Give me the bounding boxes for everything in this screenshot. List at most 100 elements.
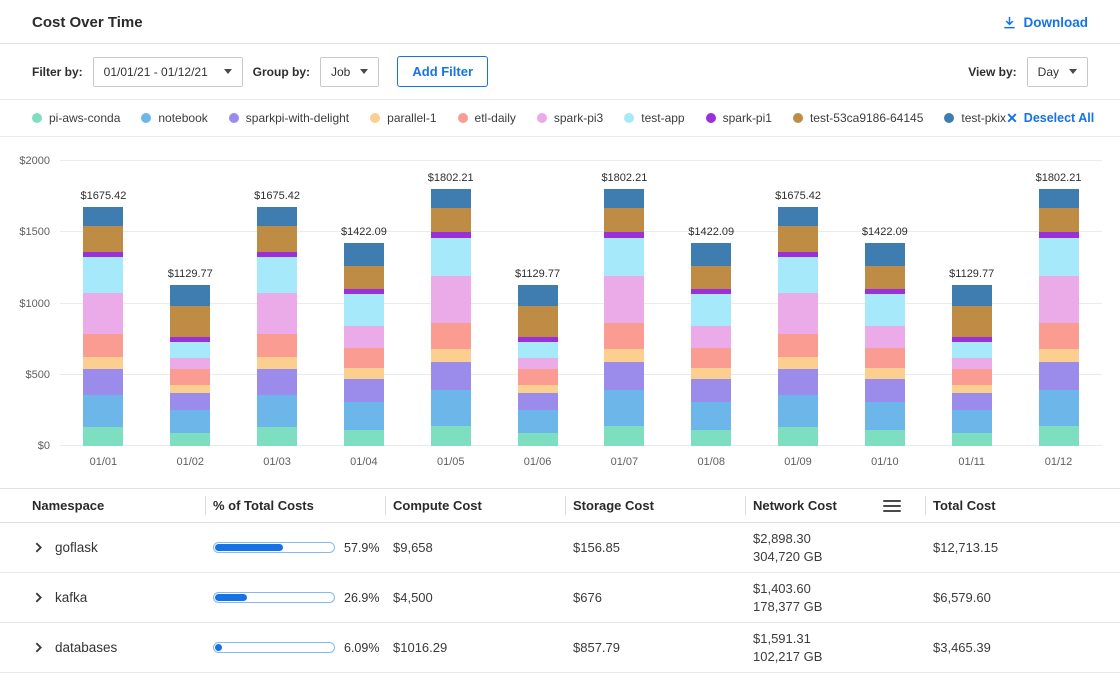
bar-segment-spark-pi3[interactable]: [83, 293, 123, 334]
bar-segment-test-app[interactable]: [344, 294, 384, 325]
view-by-select[interactable]: Day: [1027, 57, 1088, 87]
legend-item-etl-daily[interactable]: etl-daily: [458, 111, 516, 125]
bar-segment-pi-aws-conda[interactable]: [865, 430, 905, 446]
bar-segment-test-app[interactable]: [691, 294, 731, 325]
bar-segment-etl-daily[interactable]: [431, 323, 471, 349]
bar-segment-notebook[interactable]: [1039, 390, 1079, 426]
bar-segment-parallel-1[interactable]: [518, 385, 558, 394]
bar-segment-test-app[interactable]: [170, 342, 210, 358]
bar-segment-pi-aws-conda[interactable]: [257, 427, 297, 446]
bar-segment-parallel-1[interactable]: [1039, 349, 1079, 362]
bar-segment-parallel-1[interactable]: [344, 368, 384, 379]
bar-segment-parallel-1[interactable]: [257, 357, 297, 369]
bar-segment-test-pkix[interactable]: [691, 243, 731, 265]
bar-segment-notebook[interactable]: [691, 402, 731, 431]
col-percent-total[interactable]: % of Total Costs: [205, 489, 385, 522]
stacked-bar-01/02[interactable]: [170, 285, 210, 446]
bar-segment-etl-daily[interactable]: [778, 334, 818, 357]
legend-item-test-pkix[interactable]: test-pkix: [944, 111, 1006, 125]
col-total-cost[interactable]: Total Cost: [925, 489, 1120, 522]
legend-item-pi-aws-conda[interactable]: pi-aws-conda: [32, 111, 120, 125]
bar-segment-test-app[interactable]: [604, 238, 644, 276]
bar-segment-pi-aws-conda[interactable]: [952, 433, 992, 446]
bar-segment-spark-pi3[interactable]: [865, 326, 905, 349]
bar-segment-etl-daily[interactable]: [865, 348, 905, 368]
bar-segment-test-53ca9186-64145[interactable]: [865, 266, 905, 289]
bar-segment-pi-aws-conda[interactable]: [344, 430, 384, 446]
col-compute-cost[interactable]: Compute Cost: [385, 489, 565, 522]
bar-segment-parallel-1[interactable]: [691, 368, 731, 379]
col-storage-cost[interactable]: Storage Cost: [565, 489, 745, 522]
bar-segment-sparkpi-with-delight[interactable]: [604, 362, 644, 391]
legend-item-spark-pi1[interactable]: spark-pi1: [706, 111, 772, 125]
legend-item-parallel-1[interactable]: parallel-1: [370, 111, 436, 125]
bar-segment-test-app[interactable]: [83, 257, 123, 293]
bar-segment-pi-aws-conda[interactable]: [1039, 426, 1079, 446]
bar-segment-pi-aws-conda[interactable]: [431, 426, 471, 446]
bar-segment-test-53ca9186-64145[interactable]: [691, 266, 731, 289]
bar-segment-test-53ca9186-64145[interactable]: [952, 306, 992, 337]
group-by-select[interactable]: Job: [320, 57, 379, 87]
bar-segment-sparkpi-with-delight[interactable]: [952, 393, 992, 410]
bar-segment-test-pkix[interactable]: [518, 285, 558, 306]
bar-segment-spark-pi3[interactable]: [604, 276, 644, 323]
add-filter-button[interactable]: Add Filter: [397, 56, 488, 87]
stacked-bar-01/12[interactable]: [1039, 189, 1079, 446]
bar-segment-test-app[interactable]: [431, 238, 471, 276]
bar-segment-test-53ca9186-64145[interactable]: [83, 226, 123, 252]
bar-segment-spark-pi3[interactable]: [952, 358, 992, 369]
bar-segment-parallel-1[interactable]: [865, 368, 905, 379]
bar-segment-spark-pi3[interactable]: [257, 293, 297, 334]
bar-segment-sparkpi-with-delight[interactable]: [518, 393, 558, 410]
stacked-bar-01/10[interactable]: [865, 243, 905, 446]
bar-segment-spark-pi3[interactable]: [691, 326, 731, 349]
bar-segment-notebook[interactable]: [518, 410, 558, 433]
legend-item-sparkpi-with-delight[interactable]: sparkpi-with-delight: [229, 111, 349, 125]
bar-segment-test-53ca9186-64145[interactable]: [170, 306, 210, 337]
bar-segment-etl-daily[interactable]: [518, 369, 558, 385]
bar-segment-pi-aws-conda[interactable]: [170, 433, 210, 446]
bar-segment-test-pkix[interactable]: [170, 285, 210, 306]
bar-segment-spark-pi3[interactable]: [1039, 276, 1079, 323]
legend-item-test-53ca9186-64145[interactable]: test-53ca9186-64145: [793, 111, 923, 125]
col-network-cost[interactable]: Network Cost: [745, 489, 925, 522]
bar-segment-test-app[interactable]: [518, 342, 558, 358]
stacked-bar-01/01[interactable]: [83, 207, 123, 446]
bar-segment-etl-daily[interactable]: [604, 323, 644, 349]
stacked-bar-01/07[interactable]: [604, 189, 644, 446]
stacked-bar-01/09[interactable]: [778, 207, 818, 446]
bar-segment-etl-daily[interactable]: [691, 348, 731, 368]
bar-segment-test-53ca9186-64145[interactable]: [431, 208, 471, 232]
legend-item-spark-pi3[interactable]: spark-pi3: [537, 111, 603, 125]
bar-segment-notebook[interactable]: [604, 390, 644, 426]
bar-segment-test-app[interactable]: [865, 294, 905, 325]
download-button[interactable]: Download: [1002, 15, 1089, 30]
bar-segment-sparkpi-with-delight[interactable]: [1039, 362, 1079, 391]
bar-segment-spark-pi3[interactable]: [170, 358, 210, 369]
bar-segment-test-pkix[interactable]: [1039, 189, 1079, 208]
legend-item-notebook[interactable]: notebook: [141, 111, 207, 125]
stacked-bar-01/06[interactable]: [518, 285, 558, 446]
bar-segment-spark-pi3[interactable]: [518, 358, 558, 369]
date-range-select[interactable]: 01/01/21 - 01/12/21: [93, 57, 243, 87]
bar-segment-sparkpi-with-delight[interactable]: [83, 369, 123, 395]
bar-segment-notebook[interactable]: [952, 410, 992, 433]
bar-segment-sparkpi-with-delight[interactable]: [431, 362, 471, 391]
bar-segment-test-pkix[interactable]: [952, 285, 992, 306]
stacked-bar-01/08[interactable]: [691, 243, 731, 446]
bar-segment-pi-aws-conda[interactable]: [691, 430, 731, 446]
bar-segment-notebook[interactable]: [83, 395, 123, 428]
bar-segment-notebook[interactable]: [431, 390, 471, 426]
bar-segment-spark-pi3[interactable]: [344, 326, 384, 349]
bar-segment-spark-pi3[interactable]: [431, 276, 471, 323]
bar-segment-test-pkix[interactable]: [778, 207, 818, 226]
bar-segment-test-53ca9186-64145[interactable]: [778, 226, 818, 252]
bar-segment-parallel-1[interactable]: [952, 385, 992, 394]
bar-segment-etl-daily[interactable]: [257, 334, 297, 357]
bar-segment-spark-pi3[interactable]: [778, 293, 818, 334]
bar-segment-test-pkix[interactable]: [604, 189, 644, 208]
bar-segment-test-app[interactable]: [257, 257, 297, 293]
bar-segment-parallel-1[interactable]: [431, 349, 471, 362]
stacked-bar-01/11[interactable]: [952, 285, 992, 446]
legend-item-test-app[interactable]: test-app: [624, 111, 684, 125]
